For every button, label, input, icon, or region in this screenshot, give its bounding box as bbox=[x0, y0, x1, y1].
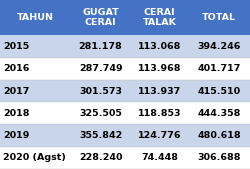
Text: 113.937: 113.937 bbox=[138, 87, 181, 96]
Text: 301.573: 301.573 bbox=[79, 87, 122, 96]
Text: 355.842: 355.842 bbox=[79, 131, 122, 140]
Text: CERAI
TALAK: CERAI TALAK bbox=[142, 8, 176, 27]
Bar bbox=[130, 102, 189, 125]
Text: 113.968: 113.968 bbox=[138, 64, 181, 73]
Bar bbox=[189, 80, 250, 102]
Bar bbox=[0, 35, 71, 58]
Text: 2017: 2017 bbox=[3, 87, 30, 96]
Text: 444.358: 444.358 bbox=[198, 109, 241, 118]
Text: TAHUN: TAHUN bbox=[17, 13, 54, 22]
Bar bbox=[0, 102, 71, 125]
Bar bbox=[130, 80, 189, 102]
Bar bbox=[189, 35, 250, 58]
Text: 281.178: 281.178 bbox=[79, 42, 122, 51]
Text: 2020 (Agst): 2020 (Agst) bbox=[3, 153, 66, 162]
Bar bbox=[189, 102, 250, 125]
Text: 2016: 2016 bbox=[3, 64, 30, 73]
Bar bbox=[130, 147, 189, 169]
Bar bbox=[0, 125, 71, 147]
Bar bbox=[71, 147, 130, 169]
Bar bbox=[130, 58, 189, 80]
Text: 394.246: 394.246 bbox=[198, 42, 241, 51]
Bar bbox=[71, 125, 130, 147]
Text: 2018: 2018 bbox=[3, 109, 30, 118]
Bar bbox=[189, 58, 250, 80]
Bar bbox=[130, 0, 189, 35]
Text: 415.510: 415.510 bbox=[198, 87, 241, 96]
Text: 2019: 2019 bbox=[3, 131, 30, 140]
Text: 325.505: 325.505 bbox=[79, 109, 122, 118]
Bar bbox=[0, 0, 71, 35]
Text: GUGAT
CERAI: GUGAT CERAI bbox=[82, 8, 119, 27]
Bar bbox=[0, 147, 71, 169]
Text: TOTAL: TOTAL bbox=[202, 13, 236, 22]
Bar bbox=[71, 35, 130, 58]
Text: 401.717: 401.717 bbox=[198, 64, 241, 73]
Text: 480.618: 480.618 bbox=[198, 131, 241, 140]
Bar bbox=[0, 80, 71, 102]
Bar bbox=[189, 0, 250, 35]
Bar bbox=[130, 125, 189, 147]
Text: 74.448: 74.448 bbox=[141, 153, 178, 162]
Bar bbox=[71, 58, 130, 80]
Text: 124.776: 124.776 bbox=[138, 131, 181, 140]
Text: 113.068: 113.068 bbox=[138, 42, 181, 51]
Bar bbox=[0, 58, 71, 80]
Bar bbox=[71, 80, 130, 102]
Text: 118.853: 118.853 bbox=[138, 109, 181, 118]
Bar bbox=[71, 0, 130, 35]
Text: 2015: 2015 bbox=[3, 42, 29, 51]
Text: 228.240: 228.240 bbox=[79, 153, 122, 162]
Text: 287.749: 287.749 bbox=[79, 64, 122, 73]
Bar bbox=[130, 35, 189, 58]
Bar bbox=[71, 102, 130, 125]
Bar bbox=[189, 125, 250, 147]
Bar bbox=[189, 147, 250, 169]
Text: 306.688: 306.688 bbox=[198, 153, 241, 162]
